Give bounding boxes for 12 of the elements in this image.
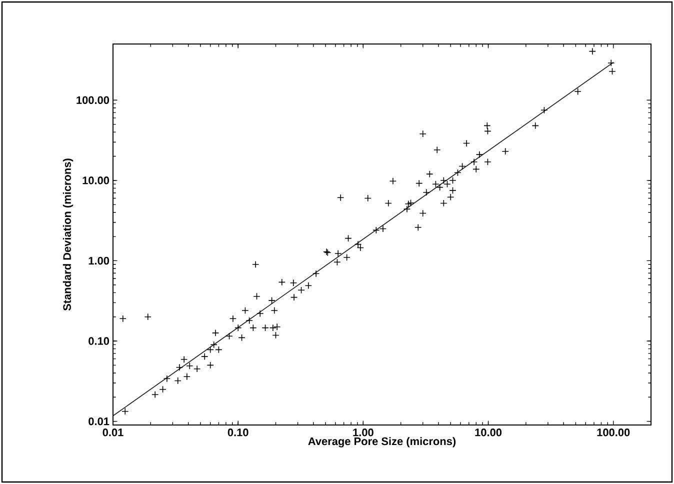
y-tick-label: 100.00 — [76, 96, 110, 104]
y-tick-label: 0.10 — [88, 337, 110, 345]
x-tick-label: 1.00 — [353, 428, 374, 436]
y-tick-label: 0.01 — [88, 417, 110, 426]
x-axis-title: Average Pore Size (microns) — [308, 437, 456, 448]
y-tick-label: 10.00 — [82, 176, 110, 184]
x-tick-label: 0.01 — [102, 428, 124, 436]
y-tick-label: 1.00 — [88, 256, 110, 265]
x-tick-label: 0.10 — [228, 428, 248, 436]
y-axis-title: Standard Deviation (microns) — [62, 158, 74, 311]
x-tick-label: 100.00 — [597, 428, 630, 436]
x-tick-label: 10.00 — [475, 428, 502, 436]
